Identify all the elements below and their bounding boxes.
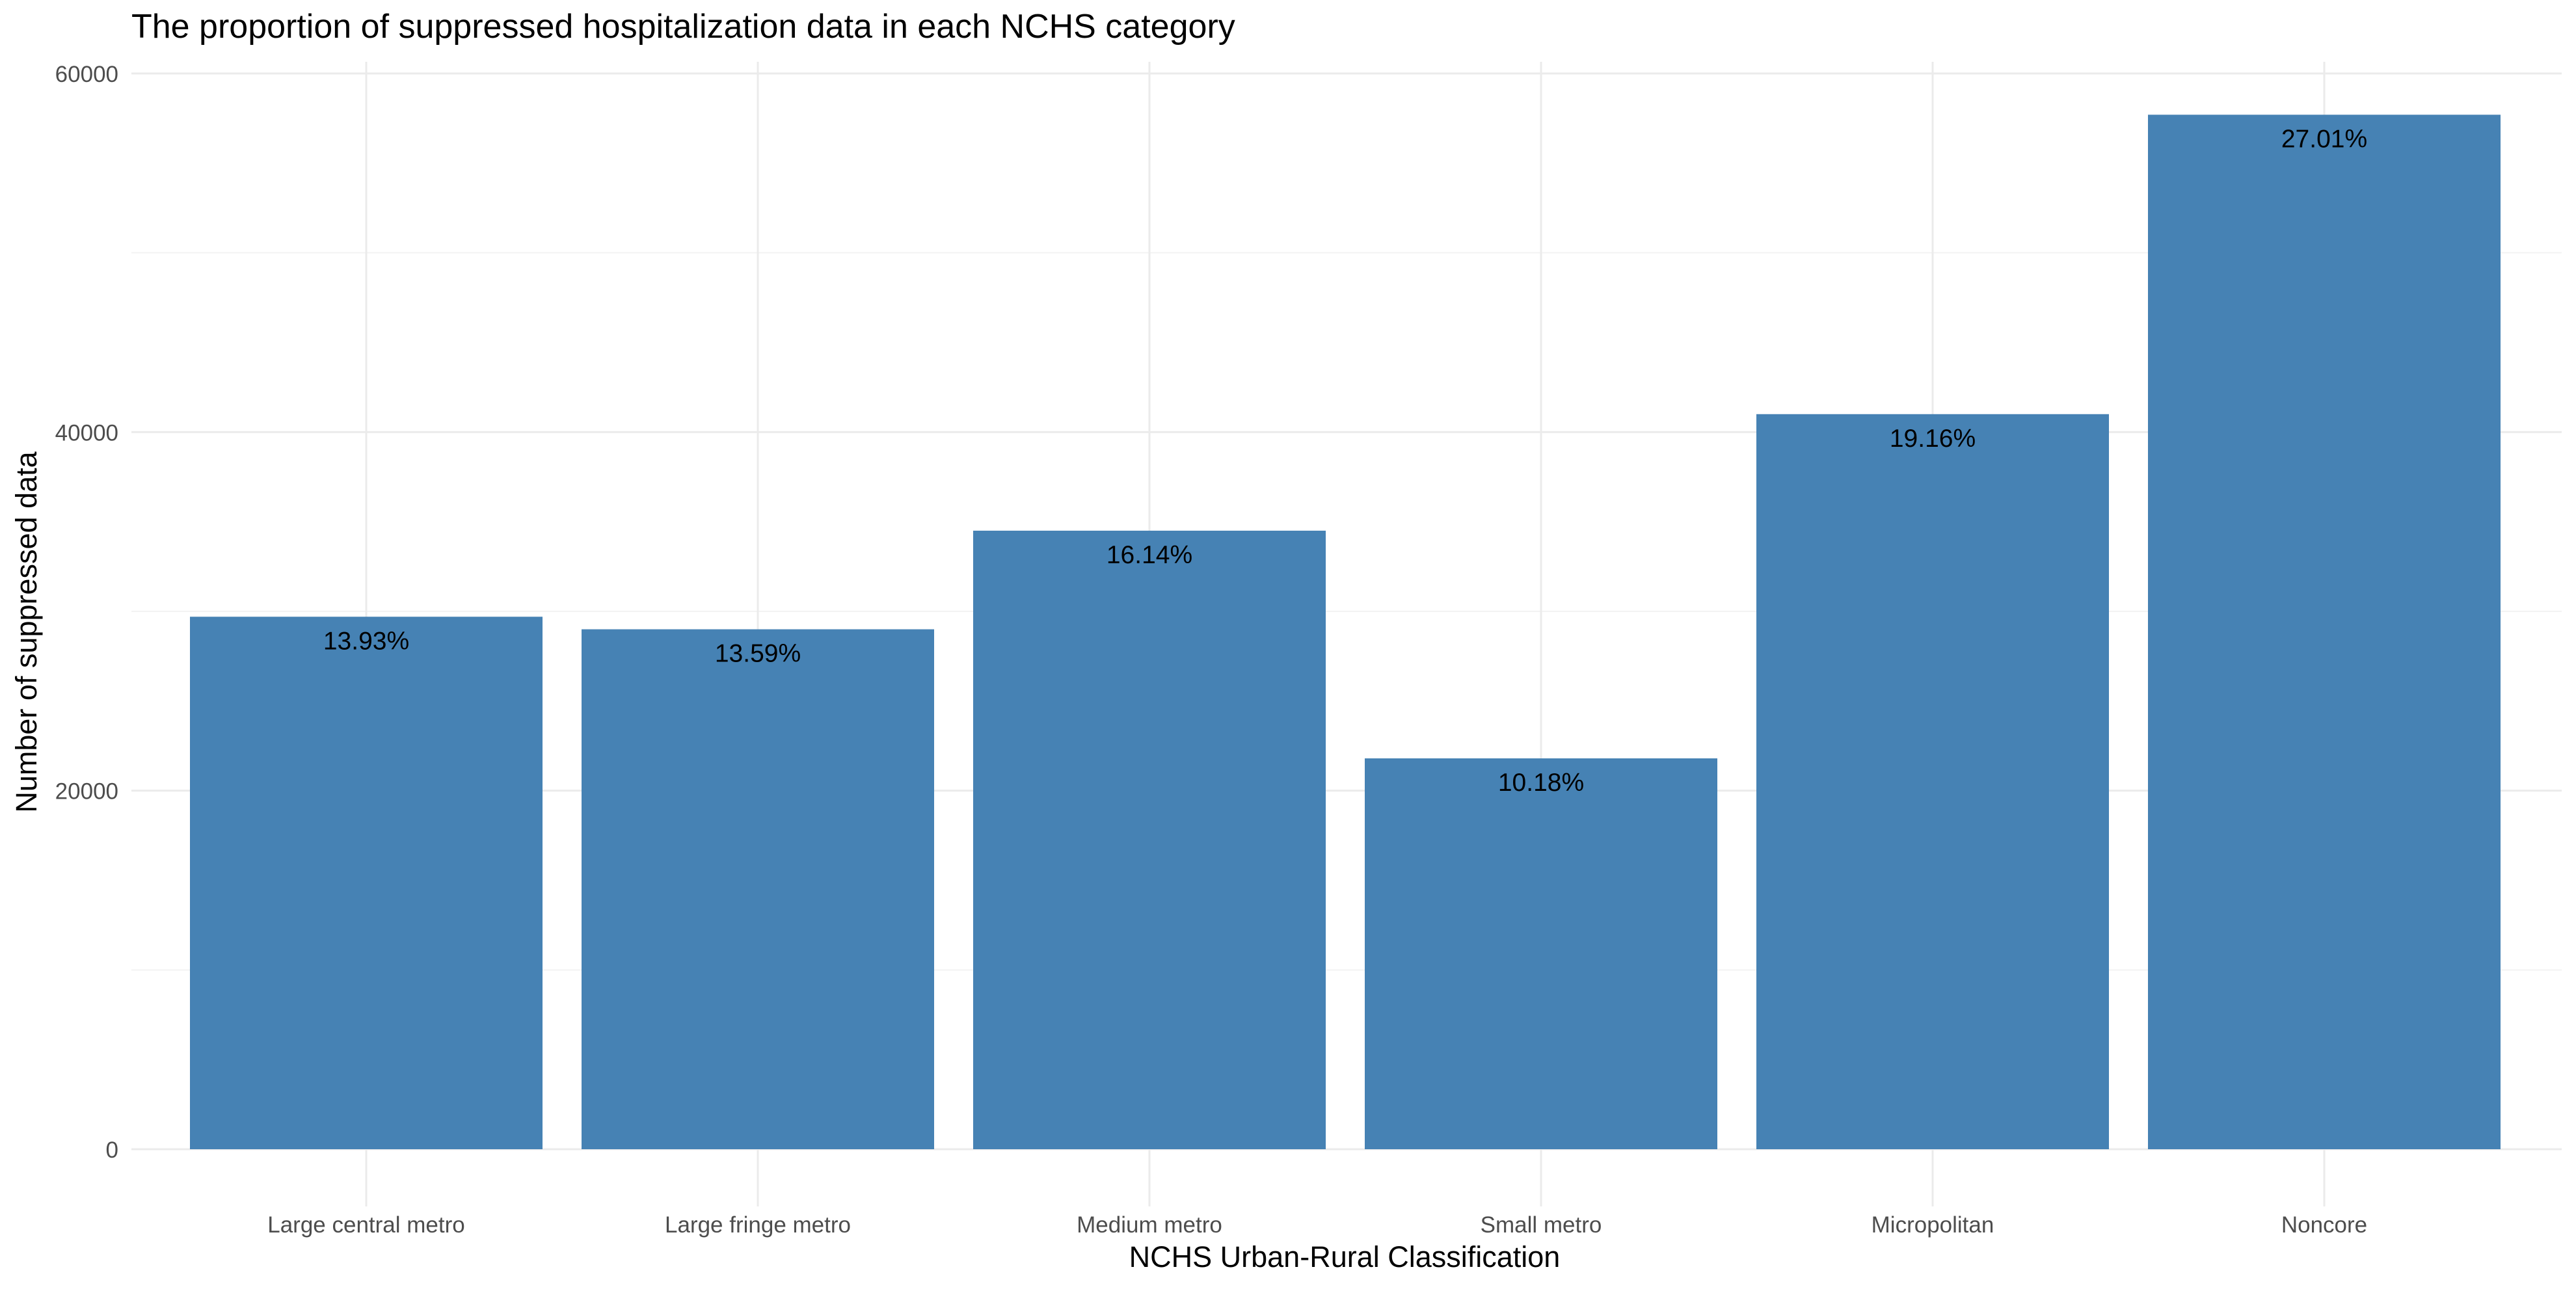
chart-title: The proportion of suppressed hospitaliza… [131,8,1235,46]
x-axis-ticks: Large central metro Large fringe metro Med… [267,1212,2367,1238]
data-labels: 13.93% 13.59% 16.14% 10.18% 19.16% 27.01% [323,125,2367,797]
bars [190,114,2501,1150]
x-tick-label: Large central metro [267,1212,464,1238]
x-tick-label: Medium metro [1077,1212,1222,1238]
bar-data-label: 10.18% [1498,769,1584,797]
bar [1365,758,1717,1149]
bar-data-label: 13.59% [715,640,801,668]
bar-data-label: 27.01% [2281,125,2367,153]
x-tick-label: Noncore [2281,1212,2367,1238]
x-tick-label: Small metro [1481,1212,1602,1238]
y-tick-label: 20000 [55,779,118,805]
bar [973,530,1326,1149]
x-tick-label: Large fringe metro [665,1212,851,1238]
bar-data-label: 16.14% [1107,541,1192,569]
bar-data-label: 19.16% [1890,425,1976,453]
y-axis-ticks: 0 20000 40000 60000 [55,62,118,1163]
x-axis-title: NCHS Urban-Rural Classification [1129,1240,1561,1273]
bar [2148,114,2501,1150]
bar [582,629,934,1149]
y-tick-label: 40000 [55,420,118,446]
y-tick-label: 60000 [55,62,118,87]
y-tick-label: 0 [106,1138,118,1163]
y-axis-title: Number of suppressed data [10,451,43,812]
bar [1756,414,2109,1150]
bar [190,617,543,1149]
x-tick-label: Micropolitan [1872,1212,1994,1238]
bar-data-label: 13.93% [323,627,409,655]
